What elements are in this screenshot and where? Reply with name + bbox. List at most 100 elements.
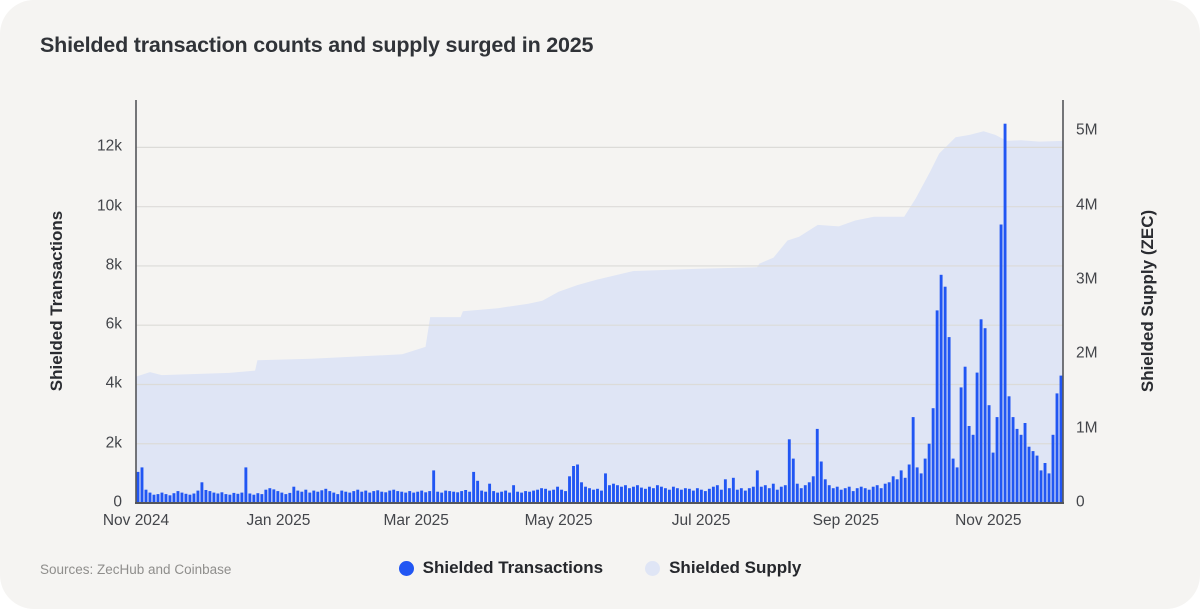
transaction-bar: [388, 490, 392, 503]
transaction-bar: [568, 476, 571, 503]
transaction-bar: [236, 493, 240, 503]
legend: Shielded Transactions Shielded Supply: [0, 558, 1200, 578]
transaction-bar: [528, 491, 532, 503]
transaction-bar: [999, 224, 1003, 503]
transaction-bar: [140, 467, 144, 503]
transaction-bar: [392, 489, 396, 503]
transaction-bar: [284, 494, 288, 503]
legend-item-shielded-supply[interactable]: Shielded Supply: [645, 558, 801, 578]
transaction-bar: [500, 491, 504, 503]
transaction-bar: [396, 491, 400, 503]
transaction-bar: [408, 491, 412, 503]
transaction-bar: [1015, 428, 1019, 503]
transaction-bar: [452, 491, 456, 503]
transaction-bar: [655, 485, 659, 503]
transaction-bar: [220, 492, 224, 503]
transaction-bar: [404, 492, 408, 503]
transaction-bar: [244, 467, 248, 503]
transaction-bar: [967, 426, 971, 503]
transaction-bar: [480, 490, 484, 503]
transaction-bar: [504, 490, 508, 503]
transaction-bar: [620, 486, 623, 503]
y-tick-right: 4M: [1076, 195, 1098, 213]
transaction-bar: [348, 492, 352, 503]
transaction-bar: [444, 490, 448, 503]
transaction-bar: [759, 486, 763, 503]
transaction-bar: [416, 491, 420, 503]
transaction-bar: [1035, 455, 1039, 503]
transaction-bar: [432, 470, 436, 503]
transaction-bar: [763, 485, 767, 503]
transaction-bar: [424, 492, 428, 503]
transaction-bar: [496, 492, 500, 503]
transaction-bar: [831, 488, 835, 503]
transaction-bar: [156, 494, 160, 503]
transaction-bar: [160, 492, 164, 503]
transaction-bar: [755, 470, 759, 503]
transaction-bar: [851, 491, 855, 503]
transaction-bar: [516, 491, 520, 503]
y-tick-left: 6k: [105, 315, 122, 333]
transaction-bar: [1023, 423, 1027, 503]
transaction-bar: [919, 473, 923, 503]
transaction-bar: [144, 489, 148, 503]
transaction-bar: [963, 366, 967, 503]
transaction-bar: [228, 494, 232, 503]
transaction-bar: [320, 490, 324, 503]
transaction-bar: [931, 408, 935, 503]
transaction-bar: [184, 493, 188, 503]
transaction-bar: [372, 491, 376, 503]
transaction-bar: [612, 483, 615, 503]
transaction-bar: [648, 486, 651, 503]
transaction-bar: [340, 490, 344, 503]
transaction-bar: [695, 488, 699, 503]
transaction-bar: [671, 486, 675, 503]
transaction-bar: [472, 471, 476, 503]
legend-item-shielded-transactions[interactable]: Shielded Transactions: [398, 558, 603, 578]
transaction-bar: [955, 467, 959, 503]
transaction-bar: [775, 489, 779, 503]
transaction-bar: [779, 486, 783, 503]
transaction-bar: [943, 286, 947, 503]
transaction-bar: [675, 488, 679, 503]
transaction-bar: [987, 405, 991, 503]
transaction-bar: [276, 491, 280, 503]
source-note: Sources: ZecHub and Coinbase: [40, 562, 232, 577]
transaction-bar: [364, 490, 368, 503]
transaction-bar: [939, 274, 943, 503]
transaction-bar: [855, 488, 859, 503]
transaction-bar: [164, 494, 168, 503]
transaction-bar: [216, 493, 220, 503]
transaction-bar: [1027, 446, 1031, 503]
y-tick-left: 10k: [97, 196, 122, 214]
transaction-bar: [400, 491, 404, 503]
transaction-bar: [1055, 393, 1059, 503]
transaction-bar: [296, 490, 300, 503]
transaction-bar: [879, 488, 883, 503]
y-tick-left: 12k: [97, 137, 122, 155]
transaction-bar: [911, 417, 915, 503]
transaction-bar: [176, 491, 180, 503]
transaction-bar: [508, 492, 512, 503]
transaction-bar: [540, 488, 543, 503]
transaction-bar: [628, 488, 631, 503]
transaction-bar: [292, 486, 296, 503]
transaction-bar: [935, 310, 939, 503]
transaction-bar: [604, 473, 607, 503]
transaction-bar: [272, 489, 276, 503]
transaction-bar: [576, 464, 579, 503]
transaction-bar: [636, 485, 639, 503]
transaction-bar: [332, 492, 336, 503]
y-tick-right: 0: [1076, 493, 1085, 511]
transaction-bar: [1019, 434, 1023, 503]
transaction-bar: [240, 492, 244, 503]
transaction-bar: [971, 434, 975, 503]
transaction-bar: [476, 480, 480, 503]
transaction-bar: [959, 387, 963, 503]
transaction-bar: [899, 470, 903, 503]
transaction-bar: [995, 417, 999, 503]
transaction-bar: [735, 489, 739, 503]
transaction-bar: [312, 490, 316, 503]
transaction-bar: [1003, 123, 1007, 503]
